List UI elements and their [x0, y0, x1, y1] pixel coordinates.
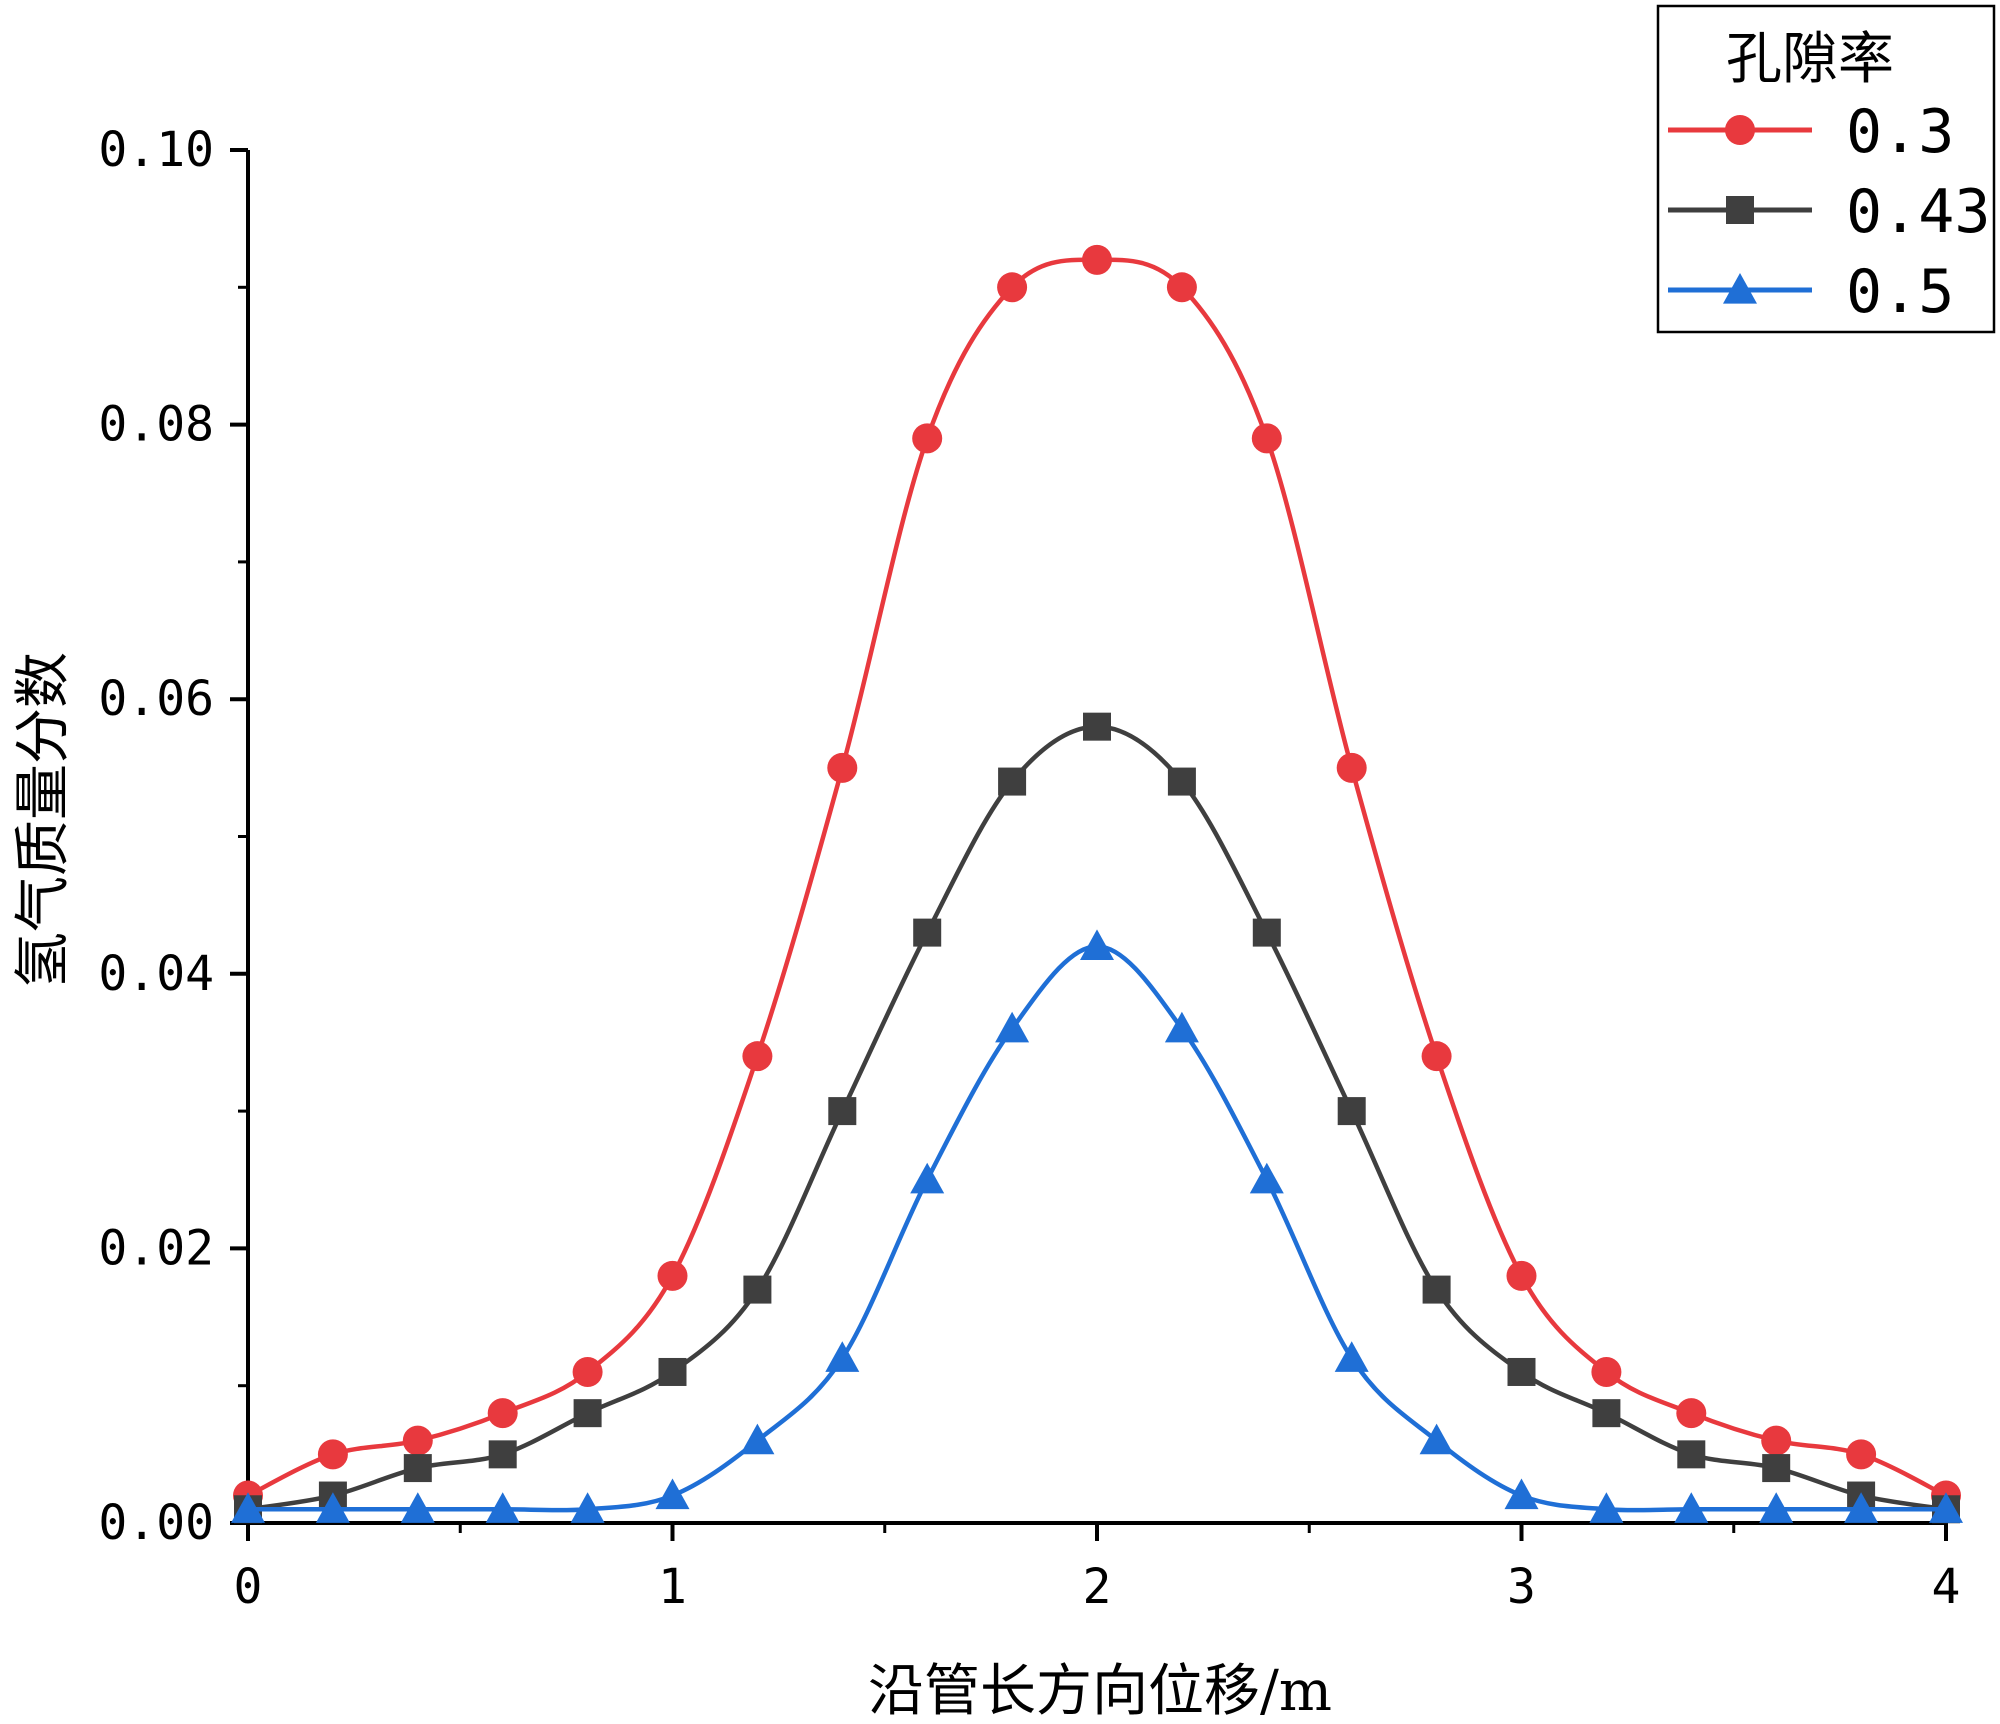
axes: 0 1 2 3 4 0.00 0.02 0.04 0.06 0.08 0.10	[98, 122, 1960, 1615]
legend-label: 0.43	[1846, 177, 1991, 247]
data-point	[1674, 1492, 1709, 1523]
data-point	[825, 1341, 860, 1372]
data-point	[570, 1492, 605, 1523]
data-point	[487, 1398, 518, 1429]
data-point	[1164, 1011, 1199, 1043]
legend-title: 孔隙率	[1726, 27, 1894, 92]
data-point	[1419, 1423, 1454, 1455]
series-layer	[231, 244, 1963, 1524]
data-point	[403, 1454, 432, 1483]
data-point	[1762, 1454, 1791, 1483]
data-point	[1507, 1357, 1536, 1386]
legend-marker	[1726, 196, 1754, 224]
data-point	[1506, 1260, 1537, 1291]
y-tick-label: 0.10	[98, 122, 214, 178]
data-point	[743, 1275, 772, 1304]
data-point	[742, 1041, 773, 1072]
data-point	[1080, 929, 1114, 960]
data-point	[1759, 1492, 1794, 1523]
legend-label: 0.3	[1846, 97, 1954, 167]
x-tick-label: 0	[234, 1559, 263, 1615]
data-point	[740, 1423, 775, 1455]
data-point	[1336, 752, 1367, 783]
data-point	[315, 1492, 350, 1523]
data-point	[572, 1356, 603, 1387]
data-point	[827, 752, 858, 783]
series-0-5	[231, 929, 1963, 1523]
y-tick-label: 0.02	[98, 1220, 214, 1276]
data-point	[1676, 1398, 1707, 1429]
legend-entry: 0.43	[1668, 177, 1991, 247]
data-point	[1422, 1275, 1451, 1304]
data-point	[913, 918, 942, 947]
data-point	[910, 1162, 945, 1194]
data-point	[912, 423, 943, 454]
data-point	[657, 1260, 688, 1291]
series-0-3	[233, 244, 1961, 1511]
data-point	[1251, 423, 1282, 454]
data-point	[998, 767, 1027, 796]
data-point	[1929, 1492, 1963, 1523]
y-tick-label: 0.08	[98, 397, 214, 453]
data-point	[1761, 1425, 1792, 1456]
data-point	[658, 1357, 687, 1386]
series-0-43	[234, 712, 1960, 1524]
data-point	[485, 1492, 520, 1523]
data-point	[828, 1097, 857, 1126]
legend-marker	[1725, 115, 1755, 145]
data-point	[1337, 1097, 1366, 1126]
data-point	[1082, 244, 1112, 275]
data-point	[1591, 1356, 1622, 1387]
legend: 孔隙率 0.3 0.43 0.5	[1656, 4, 1996, 334]
data-point	[317, 1439, 348, 1470]
legend-label: 0.5	[1846, 257, 1954, 327]
data-point	[402, 1425, 433, 1456]
data-point	[1252, 918, 1281, 947]
data-point	[573, 1399, 602, 1428]
data-point	[1083, 712, 1111, 741]
y-tick-label: 0.04	[98, 946, 214, 1002]
data-point	[1249, 1162, 1284, 1194]
data-point	[1592, 1399, 1621, 1428]
data-point	[1589, 1492, 1624, 1523]
data-point	[1844, 1492, 1879, 1523]
legend-marker	[1723, 273, 1757, 304]
legend-entry: 0.5	[1668, 257, 1954, 327]
legend-entry: 0.3	[1668, 97, 1954, 167]
x-axis-title: 沿管长方向位移/m	[868, 1659, 1332, 1724]
data-point	[997, 272, 1028, 303]
y-axis-title: 氢气质量分数	[11, 652, 76, 988]
data-point	[995, 1011, 1030, 1043]
x-tick-label: 1	[658, 1559, 687, 1615]
data-point	[1167, 767, 1196, 796]
data-point	[1846, 1439, 1877, 1470]
legend-box	[1656, 4, 1996, 334]
data-point	[1677, 1440, 1706, 1469]
data-point	[1421, 1041, 1452, 1072]
data-point	[488, 1440, 517, 1469]
data-point	[231, 1492, 265, 1523]
x-tick-label: 2	[1083, 1559, 1112, 1615]
data-point	[1334, 1341, 1369, 1372]
data-point	[655, 1478, 690, 1510]
series-line	[247, 724, 1947, 1512]
data-point	[1504, 1478, 1539, 1510]
data-point	[400, 1492, 435, 1523]
y-tick-label: 0.06	[98, 671, 214, 727]
data-point	[1166, 272, 1197, 303]
x-tick-label: 3	[1507, 1559, 1536, 1615]
x-tick-label: 4	[1932, 1559, 1961, 1615]
y-tick-label: 0.00	[98, 1495, 214, 1551]
series-line	[247, 257, 1947, 1498]
